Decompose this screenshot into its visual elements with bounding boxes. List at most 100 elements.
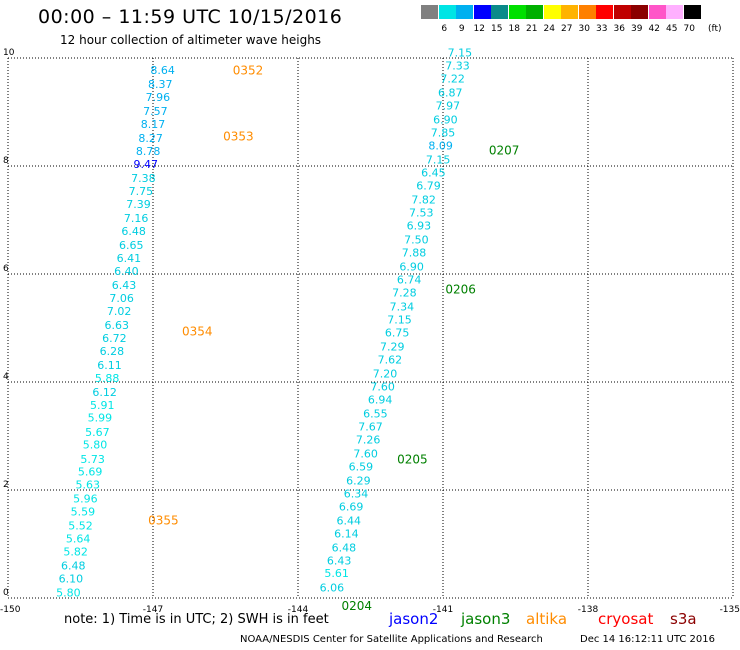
- generated-timestamp: Dec 14 16:12:11 UTC 2016: [580, 634, 715, 645]
- color-scale-label: 39: [631, 24, 643, 34]
- y-tick-label: 4: [3, 372, 9, 382]
- wave-height-label: 7.88: [402, 246, 427, 259]
- wave-height-label: 7.53: [409, 207, 434, 220]
- color-swatch: [561, 5, 578, 19]
- color-swatch: [473, 5, 491, 19]
- units-note: note: 1) Time is in UTC; 2) SWH is in fe…: [64, 612, 329, 627]
- x-tick-label: -150: [0, 605, 21, 615]
- pass-time-label: 0354: [182, 324, 213, 338]
- color-swatch: [491, 5, 508, 19]
- wave-height-label: 7.28: [392, 286, 417, 299]
- color-scale-label: 36: [613, 24, 625, 34]
- color-scale-label: 30: [578, 24, 590, 34]
- color-scale-label: 15: [491, 24, 503, 34]
- legend-jason2: jason2: [389, 610, 439, 628]
- wave-height-label: 6.10: [59, 573, 84, 586]
- wave-height-label: 7.82: [411, 194, 436, 207]
- x-tick-label: -144: [288, 605, 309, 615]
- wave-height-label: 7.26: [356, 433, 381, 446]
- color-swatch: [456, 5, 473, 19]
- wave-height-label: 5.99: [88, 412, 113, 425]
- wave-height-label: 8.37: [148, 78, 173, 91]
- pass-time-label: 0204: [342, 599, 373, 613]
- color-swatch: [666, 5, 683, 19]
- wave-height-label: 6.45: [421, 167, 446, 180]
- color-swatch: [578, 5, 596, 19]
- wave-height-label: 7.34: [390, 300, 415, 313]
- wave-height-label: 7.62: [378, 353, 403, 366]
- color-scale-label: 24: [543, 24, 555, 34]
- wave-height-label: 6.06: [320, 581, 345, 594]
- legend-s3a: s3a: [670, 610, 697, 628]
- pass-time-label: 0353: [223, 129, 254, 143]
- color-swatch: [438, 5, 456, 19]
- wave-height-label: 7.75: [129, 185, 154, 198]
- pass-time-label: 0207: [489, 143, 520, 157]
- wave-height-label: 7.96: [146, 91, 171, 104]
- wave-height-label: 6.75: [385, 326, 410, 339]
- wave-height-label: 7.29: [380, 340, 405, 353]
- color-swatch: [596, 5, 613, 19]
- wave-height-label: 6.55: [363, 407, 388, 420]
- wave-height-label: 7.06: [109, 292, 134, 305]
- wave-height-label: 7.67: [358, 420, 383, 433]
- y-tick-label: 6: [3, 264, 9, 274]
- wave-height-label: 6.48: [121, 225, 146, 238]
- y-tick-label: 10: [3, 48, 15, 58]
- wave-height-label: 9.47: [134, 158, 159, 171]
- pass-time-label: 0205: [397, 452, 428, 466]
- wave-height-label: 5.82: [63, 546, 88, 559]
- wave-height-label: 8.09: [428, 140, 453, 153]
- color-scale-label: 70: [683, 24, 695, 34]
- wave-height-label: 5.88: [95, 372, 120, 385]
- wave-height-label: 7.60: [353, 447, 378, 460]
- pass-time-label: 0206: [445, 283, 476, 297]
- wave-height-label: 7.33: [445, 60, 470, 73]
- wave-height-label: 5.59: [71, 506, 96, 519]
- wave-height-label: 6.43: [327, 554, 352, 567]
- wave-height-label: 7.60: [370, 380, 395, 393]
- x-tick-label: -147: [143, 605, 163, 615]
- color-scale-label: 27: [561, 24, 573, 34]
- wave-height-label: 5.80: [56, 587, 81, 600]
- y-tick-label: 0: [3, 588, 9, 598]
- wave-height-label: 7.97: [436, 100, 461, 113]
- wave-height-label: 6.87: [438, 87, 463, 100]
- wave-height-label: 6.14: [334, 527, 359, 540]
- x-tick-label: -141: [433, 605, 453, 615]
- map-subtitle: 12 hour collection of altimeter wave hei…: [60, 33, 322, 47]
- wave-height-label: 6.72: [102, 332, 127, 345]
- wave-height-label: 6.48: [61, 560, 86, 573]
- wave-height-label: 6.79: [416, 180, 441, 193]
- wave-height-label: 6.94: [368, 393, 393, 406]
- wave-height-label: 7.16: [124, 212, 149, 225]
- wave-height-label: 7.15: [426, 154, 451, 167]
- wave-height-label: 7.22: [440, 73, 465, 86]
- color-scale-label: 42: [648, 24, 660, 34]
- wave-height-label: 6.93: [407, 219, 432, 232]
- y-tick-label: 8: [3, 156, 9, 166]
- wave-height-label: 5.80: [83, 439, 108, 452]
- wave-height-label: 5.96: [73, 493, 98, 506]
- wave-height-label: 6.59: [349, 460, 374, 473]
- wave-height-label: 6.48: [332, 541, 357, 554]
- wave-height-label: 6.65: [119, 239, 144, 252]
- map-title: 00:00 – 11:59 UTC 10/15/2016: [38, 6, 343, 28]
- wave-height-label: 5.52: [68, 520, 93, 533]
- wave-height-label: 5.67: [85, 426, 110, 439]
- color-scale-label: 6: [441, 24, 448, 34]
- wave-height-label: 6.40: [114, 265, 139, 278]
- wave-height-label: 6.90: [433, 114, 458, 127]
- wave-height-label: 6.28: [100, 345, 125, 358]
- wave-height-label: 7.50: [404, 234, 429, 247]
- wave-height-label: 8.78: [136, 145, 161, 158]
- wave-height-label: 6.69: [339, 500, 364, 513]
- color-swatch: [613, 5, 631, 19]
- pass-time-label: 0355: [148, 513, 179, 527]
- wave-height-label: 8.64: [150, 64, 175, 77]
- wave-height-label: 5.61: [324, 567, 349, 580]
- color-swatch: [508, 5, 526, 19]
- wave-height-label: 6.11: [97, 359, 122, 372]
- color-swatch: [543, 5, 561, 19]
